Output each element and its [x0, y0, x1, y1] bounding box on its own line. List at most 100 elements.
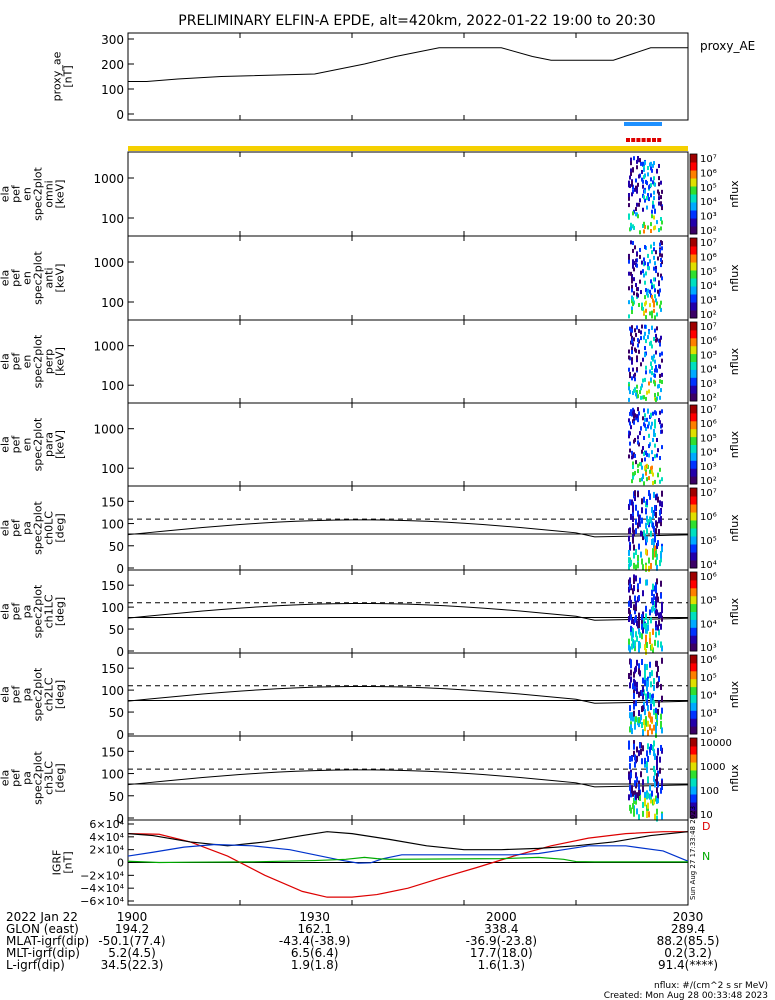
spectrogram-pixel [632, 516, 634, 523]
spectrogram-pixel [649, 259, 651, 264]
y-tick-label: 50 [109, 540, 124, 554]
spectrogram-pixel [655, 601, 657, 608]
y-tick-label: −6×10⁴ [80, 895, 124, 908]
colorbar-label: nflux [728, 180, 741, 208]
spectrogram-pixel [628, 434, 630, 439]
spectrogram-pixel [638, 668, 640, 675]
panel-frame [127, 32, 689, 121]
spectrogram-pixel [641, 177, 643, 182]
spectrogram-pixel [634, 245, 636, 250]
spectrogram-pixel [628, 740, 630, 747]
colorbar-tick-label: 10⁶ [700, 512, 717, 523]
spectrogram-pixel [647, 193, 649, 198]
y-axis-label-line: pef [10, 435, 23, 454]
spectrogram-pixel [644, 800, 646, 807]
spectrogram-pixel [645, 426, 647, 431]
spectrogram-pixel [660, 180, 662, 185]
spectrogram-pixel [658, 292, 660, 297]
colorbar-segment [690, 702, 697, 711]
y-axis-label-line: spec2plot [32, 167, 45, 221]
spectrogram-pixel [650, 193, 652, 198]
footer-value: 1.9(1.8) [291, 958, 339, 972]
spectrogram-pixel [661, 601, 663, 608]
spectrogram-pixel [629, 544, 631, 551]
y-tick-label: 150 [101, 662, 124, 676]
panel-frame [127, 235, 689, 321]
spectrogram-pixel [642, 357, 644, 362]
y-axis-label-line: pef [10, 184, 23, 203]
spectrogram-pixel [632, 465, 634, 470]
spectrogram-pixel [631, 288, 633, 293]
spectrogram-pixel [638, 717, 640, 724]
spectrogram-pixel [654, 368, 656, 373]
spectrogram-pixel [633, 374, 635, 379]
spectrogram-pixel [660, 580, 662, 587]
y-tick-label: 0 [117, 857, 124, 870]
y-axis-label-line: [keV] [54, 347, 67, 376]
spectrogram-pixel [646, 811, 648, 818]
spectrogram-pixel [633, 337, 635, 342]
spectrogram-pixel [644, 663, 646, 670]
spectrogram-pixel [649, 469, 651, 474]
spectrogram-pixel [650, 466, 652, 471]
spectrogram-pixel [642, 534, 644, 541]
spectrogram-pixel [646, 685, 648, 692]
spectrogram-pixel [635, 332, 637, 337]
spectrogram-pixel [641, 498, 643, 505]
spectrogram-pixel [649, 785, 651, 792]
spectrogram-pixel [658, 629, 660, 636]
spectrogram-pixel [632, 390, 634, 395]
footer-value: 88.2(85.5) [657, 934, 720, 948]
colorbar-segment [690, 170, 697, 179]
colorbar: 10² 10³ 10⁴ 10⁵ 10⁶ 10⁷ nflux [689, 321, 741, 404]
spectrogram-pixel [647, 166, 649, 171]
spectrogram-pixel [630, 676, 632, 683]
colorbar-segment [690, 162, 697, 171]
panel-frame [127, 652, 689, 737]
spectrogram-pixel [660, 516, 662, 523]
spectrogram-pixel [641, 449, 643, 454]
spectrogram-pixel [642, 161, 644, 166]
spectrogram-pixel [644, 457, 646, 462]
spectrogram-pixel [629, 755, 631, 762]
spectrogram-pixel [644, 465, 646, 470]
spectrogram-pixel [635, 793, 637, 800]
spectrogram-pixel [653, 798, 655, 805]
y-axis-label-line: ch3LC [43, 761, 56, 795]
spectrogram-pixel [628, 215, 630, 220]
colorbar-label: nflux [728, 514, 741, 542]
y-axis-label-line: [keV] [54, 180, 67, 209]
spectrogram-pixel [646, 699, 648, 706]
spectrogram-pixel [656, 787, 658, 794]
spectrogram-pixel [631, 284, 633, 289]
panel-frame [127, 569, 689, 654]
colorbar-tick-label: 10² [700, 393, 717, 404]
spectrogram-pixel [638, 710, 640, 717]
spectrogram-pixel [645, 638, 647, 645]
colorbar-tick-label: 10⁴ [700, 281, 717, 292]
spectrogram-pixel [635, 700, 637, 707]
spectrogram-pixel [658, 201, 660, 206]
spectrogram-pixel [656, 671, 658, 678]
spectrogram-pixel [637, 418, 639, 423]
spectrogram-pixel [653, 247, 655, 252]
spectrogram-pixel [638, 174, 640, 179]
spectrogram-pixel [632, 715, 634, 722]
spectrogram-pixel [630, 425, 632, 430]
spectrogram-pixel [635, 605, 637, 612]
spectrogram-pixel [653, 277, 655, 282]
spectrogram-pixel [642, 677, 644, 684]
spectrogram-pixel [661, 246, 663, 251]
spectrogram-pixel [659, 500, 661, 507]
spectrogram-pixel [651, 209, 653, 214]
spectrogram-pixel [652, 647, 654, 654]
colorbar-segment [690, 353, 697, 362]
spectrogram-pixel [632, 461, 634, 466]
spectrogram-pixel [655, 364, 657, 369]
spectrogram-pixel [654, 536, 656, 543]
y-tick-label: 300 [101, 33, 124, 47]
spectrogram-pixel [631, 277, 633, 282]
spectrogram-pixel [636, 635, 638, 642]
spectrogram-pixel [645, 370, 647, 375]
